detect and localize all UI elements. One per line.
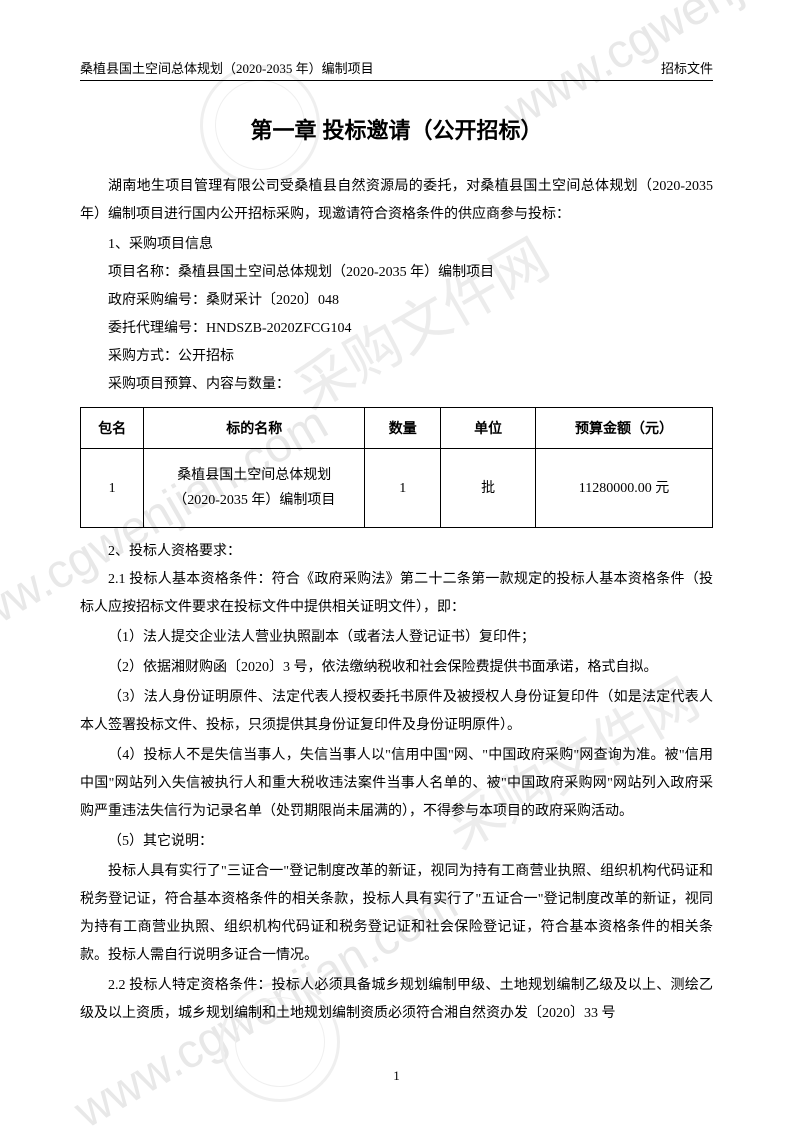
section-2-title: 2、投标人资格要求： bbox=[80, 538, 713, 566]
page-header: 桑植县国土空间总体规划（2020-2035 年）编制项目 招标文件 bbox=[80, 58, 713, 81]
page-number: 1 bbox=[0, 1068, 793, 1084]
td-name: 桑植县国土空间总体规划 （2020-2035 年）编制项目 bbox=[144, 449, 365, 528]
para-sanzheng: 投标人具有实行了"三证合一"登记制度改革的新证，视同为持有工商营业执照、组织机构… bbox=[80, 858, 713, 970]
header-left: 桑植县国土空间总体规划（2020-2035 年）编制项目 bbox=[80, 58, 374, 77]
table-header-row: 包名 标的名称 数量 单位 预算金额（元） bbox=[81, 408, 713, 449]
item-3: （3）法人身份证明原件、法定代表人授权委托书原件及被授权人身份证复印件（如是法定… bbox=[80, 684, 713, 740]
th-name: 标的名称 bbox=[144, 408, 365, 449]
th-unit: 单位 bbox=[441, 408, 536, 449]
td-quantity: 1 bbox=[365, 449, 441, 528]
item-4: （4）投标人不是失信当事人，失信当事人以"信用中国"网、"中国政府采购"网查询为… bbox=[80, 742, 713, 826]
td-budget: 11280000.00 元 bbox=[536, 449, 713, 528]
th-package: 包名 bbox=[81, 408, 144, 449]
th-quantity: 数量 bbox=[365, 408, 441, 449]
td-name-line2: （2020-2035 年）编制项目 bbox=[148, 488, 360, 513]
budget-table: 包名 标的名称 数量 单位 预算金额（元） 1 桑植县国土空间总体规划 （202… bbox=[80, 407, 713, 528]
budget-label: 采购项目预算、内容与数量： bbox=[80, 371, 713, 399]
intro-paragraph: 湖南地生项目管理有限公司受桑植县自然资源局的委托，对桑植县国土空间总体规划（20… bbox=[80, 173, 713, 229]
td-package: 1 bbox=[81, 449, 144, 528]
section-1-title: 1、采购项目信息 bbox=[80, 231, 713, 259]
item-1: （1）法人提交企业法人营业执照副本（或者法人登记证书）复印件； bbox=[80, 624, 713, 652]
td-unit: 批 bbox=[441, 449, 536, 528]
gov-procurement-number: 政府采购编号：桑财采计〔2020〕048 bbox=[80, 287, 713, 315]
document-content: 桑植县国土空间总体规划（2020-2035 年）编制项目 招标文件 第一章 投标… bbox=[0, 0, 793, 1070]
item-2: （2）依据湘财购函〔2020〕3 号，依法缴纳税收和社会保险费提供书面承诺，格式… bbox=[80, 654, 713, 682]
project-name: 项目名称：桑植县国土空间总体规划（2020-2035 年）编制项目 bbox=[80, 259, 713, 287]
para-2-2: 2.2 投标人特定资格条件：投标人必须具备城乡规划编制甲级、土地规划编制乙级及以… bbox=[80, 972, 713, 1028]
th-budget: 预算金额（元） bbox=[536, 408, 713, 449]
para-2-1: 2.1 投标人基本资格条件：符合《政府采购法》第二十二条第一款规定的投标人基本资… bbox=[80, 566, 713, 622]
chapter-title: 第一章 投标邀请（公开招标） bbox=[80, 113, 713, 145]
header-right: 招标文件 bbox=[661, 58, 713, 77]
td-name-line1: 桑植县国土空间总体规划 bbox=[148, 463, 360, 488]
item-5: （5）其它说明： bbox=[80, 828, 713, 856]
table-row: 1 桑植县国土空间总体规划 （2020-2035 年）编制项目 1 批 1128… bbox=[81, 449, 713, 528]
procurement-method: 采购方式：公开招标 bbox=[80, 343, 713, 371]
agent-number: 委托代理编号：HNDSZB-2020ZFCG104 bbox=[80, 315, 713, 343]
